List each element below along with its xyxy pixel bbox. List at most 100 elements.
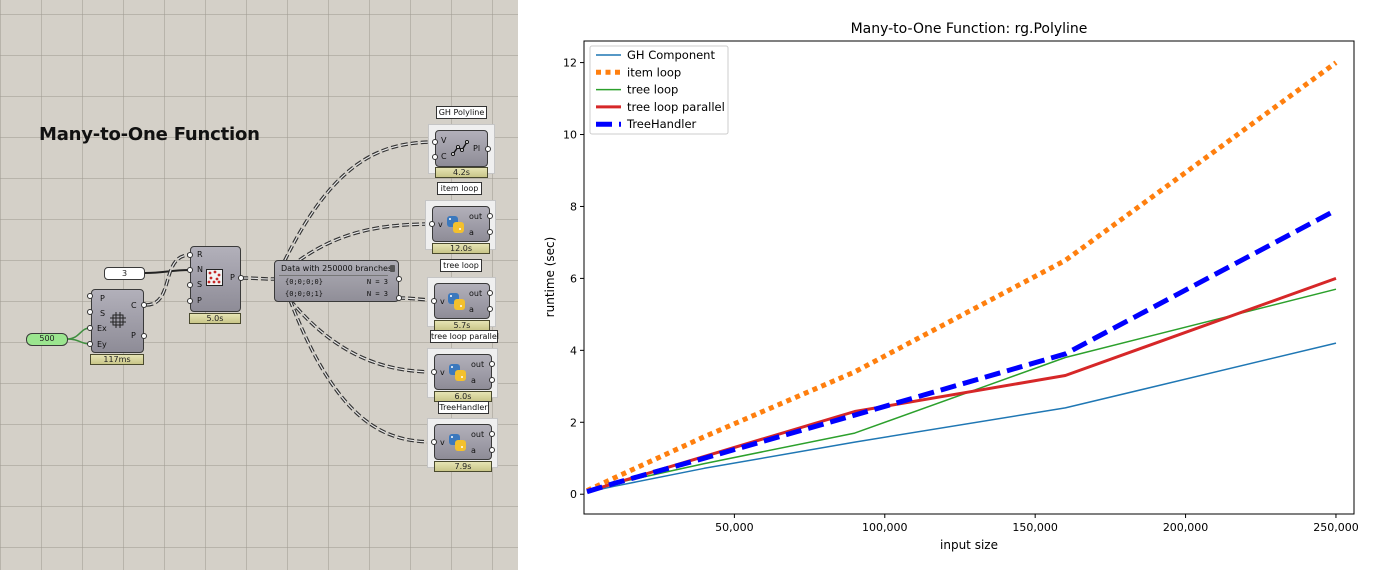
- populate-input-r[interactable]: R: [197, 250, 203, 259]
- legend-label: tree loop: [627, 83, 678, 97]
- rectangle-output-c[interactable]: C: [131, 301, 137, 310]
- port-dot[interactable]: [432, 139, 438, 145]
- port-dot[interactable]: [141, 302, 147, 308]
- branch-path: {0;0;0;0}: [285, 278, 323, 286]
- item-loop-input-v[interactable]: v: [438, 220, 443, 229]
- port-dot[interactable]: [87, 309, 93, 315]
- param-viewer[interactable]: Data with 250000 branches {0;0;0;0} N = …: [274, 260, 399, 302]
- port-dot[interactable]: [87, 293, 93, 299]
- tree-handler-output-a[interactable]: a: [471, 446, 476, 455]
- port-dot[interactable]: [396, 295, 402, 301]
- series-line-1: [585, 60, 1338, 493]
- port-dot[interactable]: [431, 298, 437, 304]
- axis-ticks: 50,000 100,000 150,000 200,000 250,000 0 2 4 6 8 1…: [563, 57, 1359, 534]
- number-slider[interactable]: 500: [26, 333, 68, 346]
- populate-time: 5.0s: [189, 313, 241, 324]
- rectangle-input-p[interactable]: P: [100, 294, 105, 303]
- wire-layer: [66, 140, 437, 444]
- polyline-input-c[interactable]: C: [441, 152, 447, 161]
- port-dot[interactable]: [431, 439, 437, 445]
- polyline-time: 4.2s: [435, 167, 488, 178]
- port-dot[interactable]: [141, 333, 147, 339]
- port-dot[interactable]: [485, 146, 491, 152]
- y-tick-label: 4: [570, 344, 577, 357]
- rectangle-input-ey[interactable]: Ey: [97, 340, 107, 349]
- populate-component[interactable]: R N S P P: [190, 246, 241, 312]
- port-dot[interactable]: [489, 431, 495, 437]
- tree-loop-component[interactable]: v out a: [434, 283, 490, 319]
- populate-input-p[interactable]: P: [197, 296, 202, 305]
- port-dot[interactable]: [489, 447, 495, 453]
- tree-loop-parallel-input-v[interactable]: v: [440, 368, 445, 377]
- port-dot[interactable]: [87, 325, 93, 331]
- item-loop-component[interactable]: v out a: [432, 206, 490, 242]
- port-dot[interactable]: [87, 341, 93, 347]
- python-icon: [449, 364, 467, 382]
- port-dot[interactable]: [431, 369, 437, 375]
- port-dot[interactable]: [429, 221, 435, 227]
- tree-handler-input-v[interactable]: v: [440, 438, 445, 447]
- series-line-0: [586, 342, 1337, 493]
- populate-icon: [206, 269, 223, 286]
- rectangle-input-ex[interactable]: Ex: [97, 324, 107, 333]
- legend-label: GH Component: [627, 48, 715, 62]
- tree-loop-output-a[interactable]: a: [469, 305, 474, 314]
- tree-handler-output-out[interactable]: out: [471, 430, 485, 439]
- y-tick-label: 6: [570, 272, 577, 285]
- port-dot[interactable]: [487, 229, 493, 235]
- port-dot[interactable]: [489, 377, 495, 383]
- python-icon: [449, 434, 467, 452]
- rectangle-input-s[interactable]: S: [100, 309, 106, 318]
- rectangle-component[interactable]: P S Ex Ey C P: [91, 289, 144, 353]
- port-dot[interactable]: [487, 290, 493, 296]
- python-icon: [447, 216, 465, 234]
- tree-loop-output-out[interactable]: out: [469, 289, 483, 298]
- port-dot[interactable]: [187, 252, 193, 258]
- x-tick-label: 100,000: [862, 521, 908, 534]
- item-loop-name-tag: item loop: [437, 182, 482, 195]
- populate-output-p[interactable]: P: [230, 273, 235, 282]
- polyline-component[interactable]: V C Pl: [435, 130, 488, 167]
- item-loop-output-a[interactable]: a: [469, 228, 474, 237]
- port-dot[interactable]: [432, 154, 438, 160]
- x-tick-label: 200,000: [1163, 521, 1209, 534]
- item-loop-output-out[interactable]: out: [469, 212, 483, 221]
- tree-loop-input-v[interactable]: v: [440, 297, 445, 306]
- polyline-input-v[interactable]: V: [441, 136, 447, 145]
- port-dot[interactable]: [187, 267, 193, 273]
- x-tick-label: 250,000: [1313, 521, 1359, 534]
- tree-loop-parallel-output-out[interactable]: out: [471, 360, 485, 369]
- port-dot[interactable]: [187, 298, 193, 304]
- port-dot[interactable]: [187, 282, 193, 288]
- port-dot[interactable]: [396, 276, 402, 282]
- rectangle-output-p[interactable]: P: [131, 331, 136, 340]
- polyline-icon: [451, 140, 469, 156]
- rectangle-grid-icon: [110, 312, 126, 328]
- tree-loop-name-tag: tree loop: [440, 259, 482, 272]
- tree-handler-name-tag: TreeHandler: [438, 401, 489, 414]
- tree-loop-parallel-output-a[interactable]: a: [471, 376, 476, 385]
- port-dot[interactable]: [489, 361, 495, 367]
- port-dot[interactable]: [487, 306, 493, 312]
- port-dot[interactable]: [487, 213, 493, 219]
- y-tick-label: 12: [563, 57, 577, 70]
- number-panel[interactable]: 3: [104, 267, 145, 280]
- plot-frame: [583, 40, 1355, 515]
- param-viewer-menu-icon[interactable]: [390, 265, 395, 272]
- polyline-output-pl[interactable]: Pl: [473, 144, 481, 153]
- y-axis-label: runtime (sec): [543, 237, 557, 318]
- canvas-title: Many-to-One Function: [39, 124, 260, 145]
- legend-box: [589, 45, 729, 135]
- y-tick-label: 8: [570, 200, 577, 213]
- populate-input-s[interactable]: S: [197, 280, 203, 289]
- param-viewer-title: Data with 250000 branches: [281, 264, 393, 273]
- rectangle-time: 117ms: [90, 354, 144, 365]
- branch-path: {0;0;0;1}: [285, 290, 323, 298]
- populate-input-n[interactable]: N: [197, 265, 203, 274]
- grasshopper-canvas[interactable]: Many-to-One Function 500 3 P S Ex Ey C P…: [0, 0, 518, 570]
- tree-loop-parallel-component[interactable]: v out a: [434, 354, 492, 390]
- y-tick-label: 2: [570, 416, 577, 429]
- tree-handler-time: 7.9s: [434, 461, 492, 472]
- port-dot[interactable]: [238, 275, 244, 281]
- tree-handler-component[interactable]: v out a: [434, 424, 492, 460]
